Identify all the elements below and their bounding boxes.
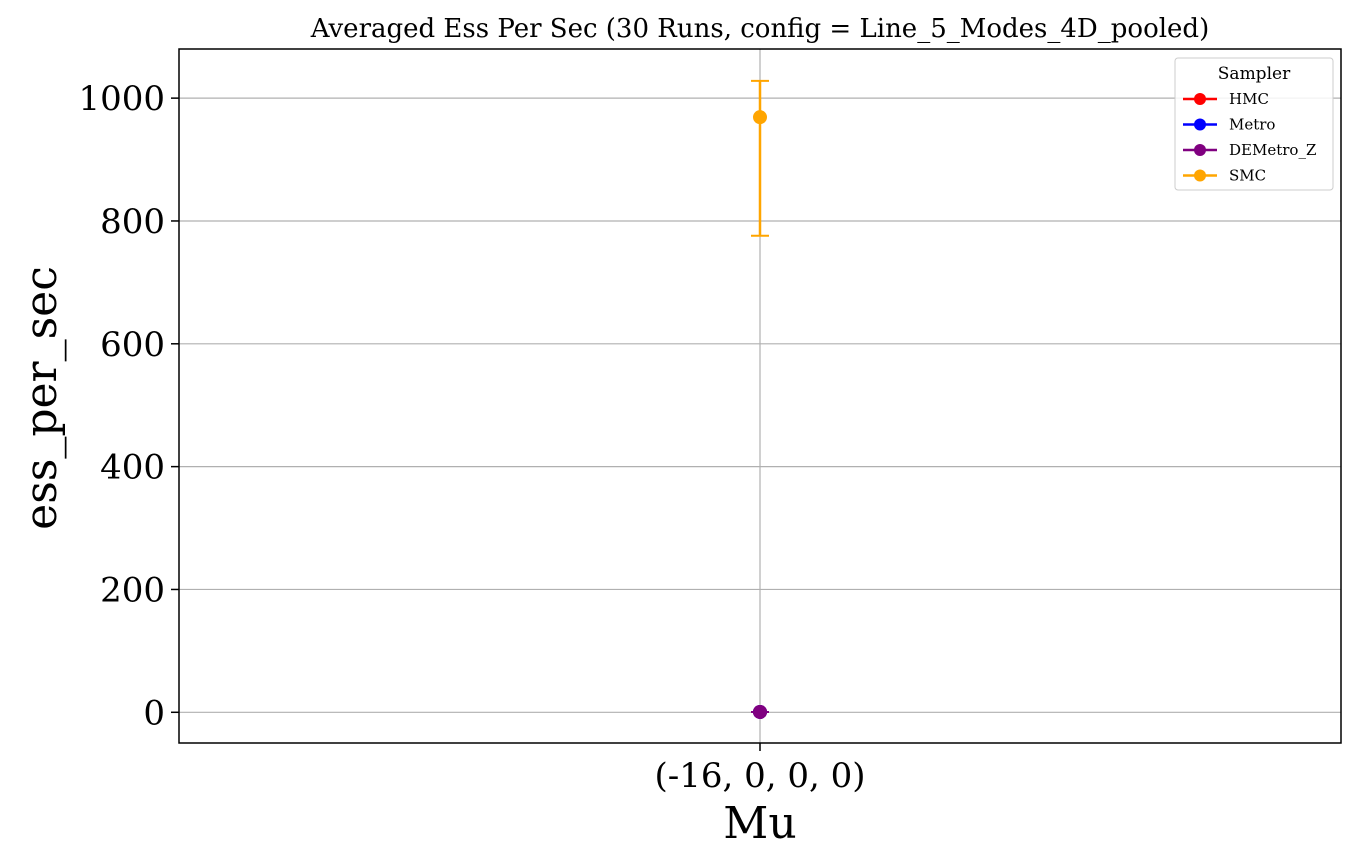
legend-box [1174,57,1334,191]
y-axis-label: ess_per_sec [16,266,67,530]
legend-label: HMC [1229,90,1269,108]
legend-label: SMC [1229,167,1266,185]
x-axis-label: Mu [723,798,796,849]
data-point [753,110,767,125]
y-tick-label: 0 [143,693,165,733]
legend-marker [1194,169,1206,182]
legend-marker [1194,144,1206,156]
y-tick-label: 1000 [78,79,165,119]
chart-title: Averaged Ess Per Sec (30 Runs, config = … [310,14,1209,44]
data-points [753,110,767,719]
legend: Sampler HMC Metro DEMetro_Z SMC [1174,57,1334,191]
y-tick-label: 400 [100,448,165,488]
legend-marker [1194,118,1206,131]
y-axis-ticks: 0 200 400 600 800 1000 [78,79,179,733]
legend-label: DEMetro_Z [1229,141,1316,159]
legend-title: Sampler [1218,64,1291,84]
x-tick-label: (-16, 0, 0, 0) [654,756,865,796]
y-tick-label: 800 [100,202,165,242]
legend-marker [1194,93,1206,105]
x-axis-ticks: (-16, 0, 0, 0) [654,743,866,796]
y-tick-label: 200 [100,570,165,610]
y-tick-label: 600 [100,325,165,365]
legend-items: HMC Metro DEMetro_Z SMC [1183,90,1316,185]
data-point [753,704,767,719]
legend-label: Metro [1229,116,1275,134]
